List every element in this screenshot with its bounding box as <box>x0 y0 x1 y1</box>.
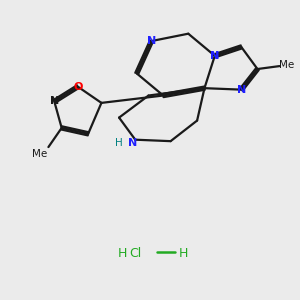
Text: N: N <box>210 51 219 61</box>
Text: O: O <box>73 82 83 92</box>
Text: N: N <box>50 96 59 106</box>
Text: Me: Me <box>32 149 47 159</box>
Text: H: H <box>179 247 188 260</box>
Text: H: H <box>117 247 127 260</box>
Text: N: N <box>128 138 137 148</box>
Text: N: N <box>210 51 219 61</box>
Text: Me: Me <box>279 60 295 70</box>
Text: N: N <box>237 85 246 94</box>
Text: Cl: Cl <box>129 247 141 260</box>
Text: N: N <box>147 36 156 46</box>
Text: H: H <box>115 138 123 148</box>
